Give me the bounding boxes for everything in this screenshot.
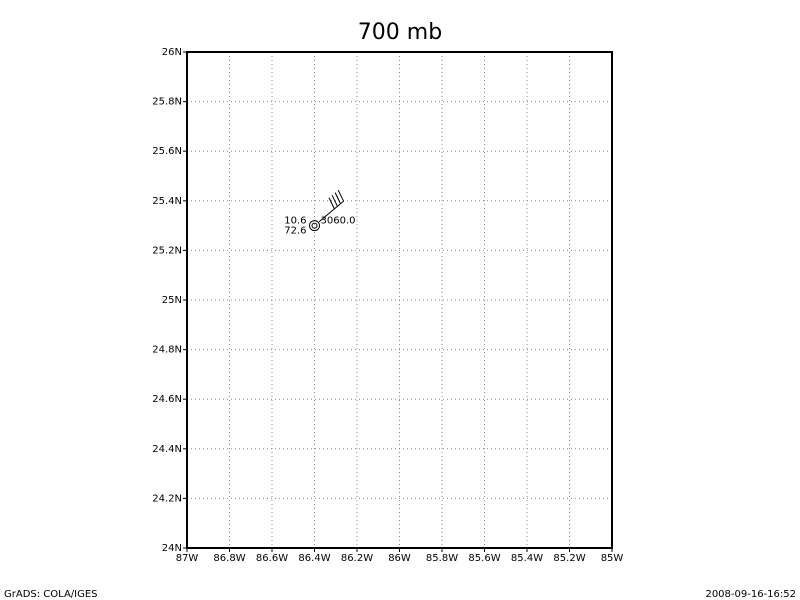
- wind-barb: [318, 189, 345, 223]
- x-tick-label: 85W: [601, 553, 624, 564]
- x-tick-label: 85.4W: [511, 553, 543, 564]
- x-tick-label: 85.2W: [553, 553, 585, 564]
- x-tick-label: 86.8W: [213, 553, 245, 564]
- station-value: 10.6: [284, 216, 306, 227]
- station-marker-inner: [311, 222, 318, 229]
- x-tick-label: 85.8W: [426, 553, 458, 564]
- chart-title: 700 mb: [358, 20, 442, 45]
- barb-line: [328, 197, 335, 210]
- station-value: 72.6: [284, 226, 306, 237]
- y-tick-label: 24.6N: [152, 394, 182, 405]
- plot-frame: [186, 51, 613, 549]
- x-tick-label: 86W: [388, 553, 411, 564]
- footer-right: 2008-09-16-16:52: [705, 589, 796, 600]
- y-tick-label: 25.2N: [152, 245, 182, 256]
- barb-line: [334, 192, 341, 204]
- x-tick-label: 86.2W: [341, 553, 373, 564]
- y-tick-label: 25.4N: [152, 196, 182, 207]
- y-tick-label: 25.6N: [152, 146, 182, 157]
- x-tick-label: 87W: [176, 553, 199, 564]
- y-tick-label: 26N: [162, 47, 182, 58]
- station-marker: [309, 220, 320, 232]
- footer-left: GrADS: COLA/IGES: [4, 589, 98, 600]
- barb-line: [331, 194, 338, 207]
- y-tick-label: 25.8N: [152, 97, 182, 108]
- barb-line: [337, 189, 345, 202]
- y-tick-label: 24.2N: [152, 493, 182, 504]
- y-tick-label: 25N: [162, 295, 182, 306]
- x-tick-label: 86.4W: [298, 553, 330, 564]
- barb-line: [318, 200, 344, 223]
- y-tick-label: 24.4N: [152, 444, 182, 455]
- x-tick-label: 86.6W: [256, 553, 288, 564]
- y-tick-label: 24N: [162, 543, 182, 554]
- y-tick-label: 24.8N: [152, 345, 182, 356]
- station-value: 3060.0: [321, 216, 356, 227]
- x-tick-label: 85.6W: [468, 553, 500, 564]
